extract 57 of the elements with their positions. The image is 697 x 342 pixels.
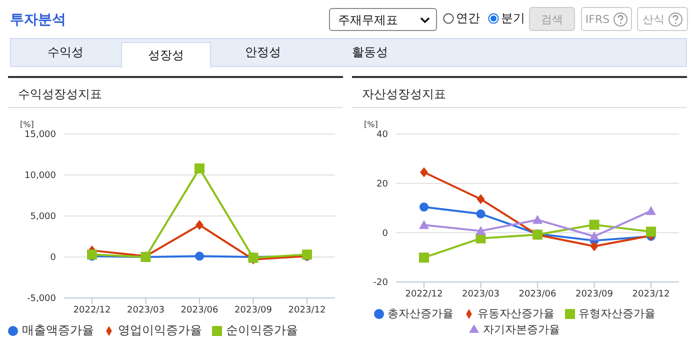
text: 안정성 [244, 44, 282, 61]
legend-label: 총자산증가율 [388, 307, 454, 320]
text: 연간 [456, 10, 480, 27]
y-axis-title: [%] [20, 120, 34, 129]
legend-label: 순이익증가율 [226, 323, 298, 337]
y-tick-label: 20 [376, 180, 388, 190]
point [589, 220, 600, 230]
text: 활동성 [351, 44, 389, 61]
legend-label: 유형자산증가율 [578, 307, 656, 320]
point [646, 226, 656, 237]
point [476, 226, 486, 235]
y-tick-label: 0 [382, 228, 388, 239]
point [646, 206, 656, 215]
x-tick-label: 2023/03 [462, 289, 500, 300]
text: 분기 [501, 10, 525, 27]
legend-label: 매출액증가율 [22, 323, 94, 337]
x-tick-label: 2023/03 [127, 305, 164, 316]
y-tick-label: 10,000 [24, 171, 56, 182]
point [589, 231, 600, 240]
chart-title: 자산성장성지표 [352, 76, 687, 108]
legend-label: 자기자본증가율 [483, 323, 560, 336]
point [420, 202, 428, 212]
x-tick-label: 2023/06 [518, 289, 556, 300]
y-tick-label: -5,000 [26, 294, 56, 304]
point [476, 209, 486, 218]
text: 주재무제표 [329, 8, 437, 31]
point [195, 252, 204, 261]
text: 성장성 [121, 42, 211, 68]
chart-title: 수익성장성지표 [8, 76, 343, 108]
y-tick-label: 40 [376, 130, 388, 140]
text: IFRS [581, 7, 632, 31]
text: 검색 [529, 7, 575, 31]
x-tick-label: 2023/12 [288, 305, 326, 316]
y-tick-label: 0 [50, 253, 56, 264]
point [196, 220, 204, 230]
point [419, 252, 429, 263]
y-tick-label: 15,000 [24, 130, 56, 140]
point [532, 214, 542, 224]
x-tick-label: 2022/12 [405, 289, 443, 300]
text: 산식 [637, 7, 688, 31]
legend-label: 영업이익증가율 [118, 323, 202, 337]
x-tick-label: 2023/09 [576, 289, 614, 300]
x-tick-label: 2023/12 [632, 289, 670, 300]
y-tick-label: 5,000 [30, 212, 56, 222]
point [476, 194, 485, 204]
point [590, 241, 598, 252]
text: 수익성 [46, 44, 84, 61]
text: 투자분석 [10, 11, 66, 29]
point [419, 220, 429, 230]
x-tick-label: 2023/09 [234, 305, 272, 316]
point [420, 167, 428, 178]
y-tick-label: -20 [373, 278, 388, 288]
point [194, 163, 204, 174]
y-axis-title: [%] [364, 120, 378, 129]
x-tick-label: 2023/06 [180, 305, 218, 316]
legend-label: 유동자산증가율 [478, 307, 554, 320]
x-tick-label: 2022/12 [73, 305, 111, 316]
